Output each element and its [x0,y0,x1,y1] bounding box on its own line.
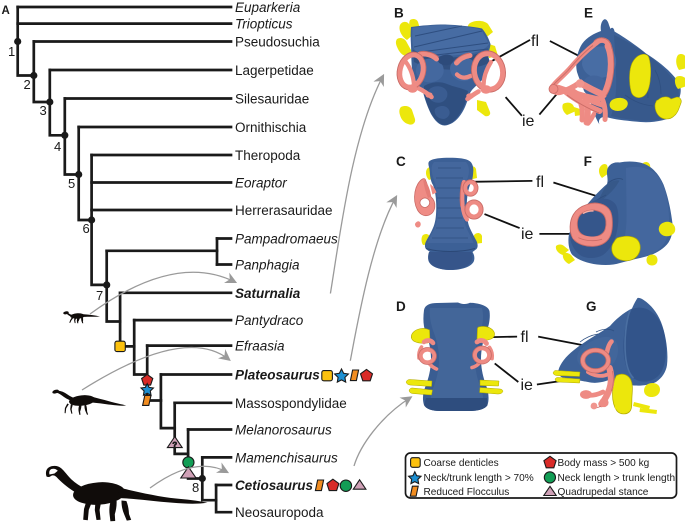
svg-text:6: 6 [83,221,90,236]
svg-text:B: B [394,6,404,21]
svg-text:3: 3 [40,103,47,118]
svg-text:Triopticus: Triopticus [235,16,293,31]
svg-text:fl: fl [521,329,529,346]
svg-text:fl: fl [531,33,539,50]
svg-text:Panphagia: Panphagia [235,258,300,273]
svg-text:E: E [584,6,593,21]
svg-text:Theropoda: Theropoda [235,148,301,163]
svg-text:5: 5 [68,176,75,191]
svg-text:G: G [586,299,597,314]
svg-text:Saturnalia: Saturnalia [235,286,301,301]
svg-text:Quadrupedal stance: Quadrupedal stance [558,487,649,498]
svg-text:4: 4 [54,139,61,154]
svg-text:?: ? [173,440,177,449]
svg-text:Pampadromaeus: Pampadromaeus [235,232,338,247]
svg-text:ie: ie [522,113,535,130]
svg-text:1: 1 [8,44,15,59]
svg-text:Efraasia: Efraasia [235,339,285,354]
svg-text:Euparkeria: Euparkeria [235,0,301,15]
svg-text:Body mass > 500 kg: Body mass > 500 kg [558,458,650,469]
svg-text:Silesauridae: Silesauridae [235,92,309,107]
svg-text:2: 2 [24,77,31,92]
svg-text:Pseudosuchia: Pseudosuchia [235,35,320,50]
svg-text:Reduced Flocculus: Reduced Flocculus [424,487,510,498]
svg-text:Herrerasauridae: Herrerasauridae [235,203,333,218]
svg-text:8: 8 [192,480,199,495]
svg-text:Melanorosaurus: Melanorosaurus [235,423,332,438]
svg-text:D: D [396,299,406,314]
svg-text:Eoraptor: Eoraptor [235,176,287,191]
svg-text:Plateosaurus: Plateosaurus [235,368,320,383]
svg-text:Mamenchisaurus: Mamenchisaurus [235,450,338,465]
svg-text:ie: ie [521,377,534,394]
svg-text:Neck length > trunk length: Neck length > trunk length [558,473,676,484]
svg-text:Coarse denticles: Coarse denticles [424,458,499,469]
svg-text:C: C [396,154,406,169]
svg-text:A: A [2,5,10,17]
svg-text:Neosauropoda: Neosauropoda [235,505,324,520]
svg-text:fl: fl [536,174,544,191]
svg-text:Ornithischia: Ornithischia [235,120,307,135]
svg-text:Cetiosaurus: Cetiosaurus [235,478,314,493]
svg-text:Pantydraco: Pantydraco [235,313,304,328]
svg-text:ie: ie [521,226,534,243]
svg-text:F: F [584,154,592,169]
svg-text:Neck/trunk length > 70%: Neck/trunk length > 70% [424,473,534,484]
svg-text:7: 7 [96,288,103,303]
svg-text:Lagerpetidae: Lagerpetidae [235,63,314,78]
svg-text:Massospondylidae: Massospondylidae [235,396,347,411]
